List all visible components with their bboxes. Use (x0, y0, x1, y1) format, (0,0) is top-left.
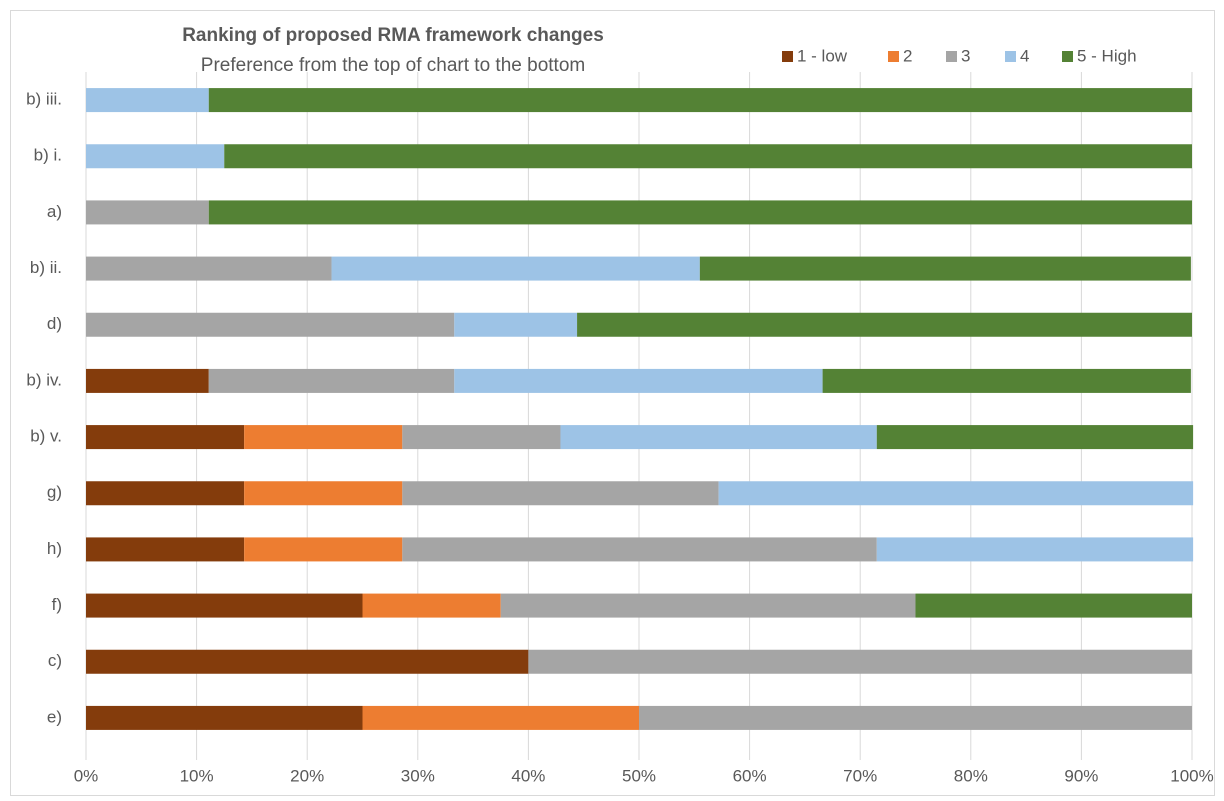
bar-segment (718, 481, 1194, 506)
legend-label: 5 - High (1077, 46, 1137, 65)
legend-swatch (946, 51, 957, 62)
y-tick-label: f) (52, 595, 62, 614)
legend-label: 3 (961, 46, 970, 65)
y-tick-label: b) iv. (26, 370, 62, 389)
bar-segment (876, 537, 1194, 562)
x-tick-label: 70% (843, 766, 877, 785)
y-tick-label: b) v. (30, 427, 62, 446)
bar-segment (362, 705, 639, 730)
x-tick-label: 50% (622, 766, 656, 785)
legend-swatch (782, 51, 793, 62)
bar-segment (454, 312, 578, 337)
bar-segment (86, 256, 332, 281)
bar-segment (454, 368, 823, 393)
bar-segment (86, 649, 529, 674)
legend-swatch (1062, 51, 1073, 62)
y-tick-label: e) (47, 707, 62, 726)
legend-label: 2 (903, 46, 912, 65)
bar-segment (699, 256, 1191, 281)
bar-segment (86, 593, 363, 618)
bar-segment (86, 144, 225, 169)
bar-segment (86, 200, 209, 225)
bar-segment (244, 425, 403, 450)
bar-segment (402, 425, 561, 450)
bar-segment (560, 425, 877, 450)
x-tick-label: 20% (290, 766, 324, 785)
legend-swatch (888, 51, 899, 62)
bar-segment (86, 368, 209, 393)
bar-segment (822, 368, 1191, 393)
bar-segment (224, 144, 1192, 169)
y-tick-label: b) ii. (30, 258, 62, 277)
chart-subtitle: Preference from the top of chart to the … (201, 55, 585, 76)
y-tick-label: b) i. (34, 146, 62, 165)
x-tick-label: 0% (74, 766, 99, 785)
y-tick-label: a) (47, 202, 62, 221)
y-tick-label: d) (47, 314, 62, 333)
bar-segment (208, 200, 1193, 225)
bar-segment (244, 481, 403, 506)
y-tick-label: h) (47, 539, 62, 558)
x-tick-label: 90% (1064, 766, 1098, 785)
bar-segment (402, 537, 877, 562)
bar-segment (500, 593, 916, 618)
bar-segment (86, 481, 245, 506)
x-tick-label: 30% (401, 766, 435, 785)
bar-segment (577, 312, 1192, 337)
x-tick-label: 10% (180, 766, 214, 785)
y-tick-label: g) (47, 483, 62, 502)
x-tick-label: 60% (733, 766, 767, 785)
bar-segment (876, 425, 1194, 450)
x-tick-label: 80% (954, 766, 988, 785)
bar-segment (402, 481, 719, 506)
bar-segment (86, 88, 209, 113)
bar-segment (362, 593, 501, 618)
chart-title: Ranking of proposed RMA framework change… (182, 25, 604, 46)
bar-segment (528, 649, 1192, 674)
legend-label: 1 - low (797, 46, 848, 65)
x-tick-label: 100% (1170, 766, 1213, 785)
y-tick-label: c) (48, 651, 62, 670)
chart-border (10, 10, 1215, 796)
bar-segment (244, 537, 403, 562)
bar-segment (331, 256, 700, 281)
legend-label: 4 (1020, 46, 1029, 65)
y-tick-label: b) iii. (26, 90, 62, 109)
bar-segment (208, 368, 455, 393)
x-tick-label: 40% (511, 766, 545, 785)
bar-segment (639, 705, 1192, 730)
legend-swatch (1005, 51, 1016, 62)
bar-segment (86, 425, 245, 450)
bar-segment (86, 537, 245, 562)
bar-segment (86, 705, 363, 730)
bar-segment (915, 593, 1192, 618)
bar-segment (86, 312, 455, 337)
bar-segment (208, 88, 1193, 113)
